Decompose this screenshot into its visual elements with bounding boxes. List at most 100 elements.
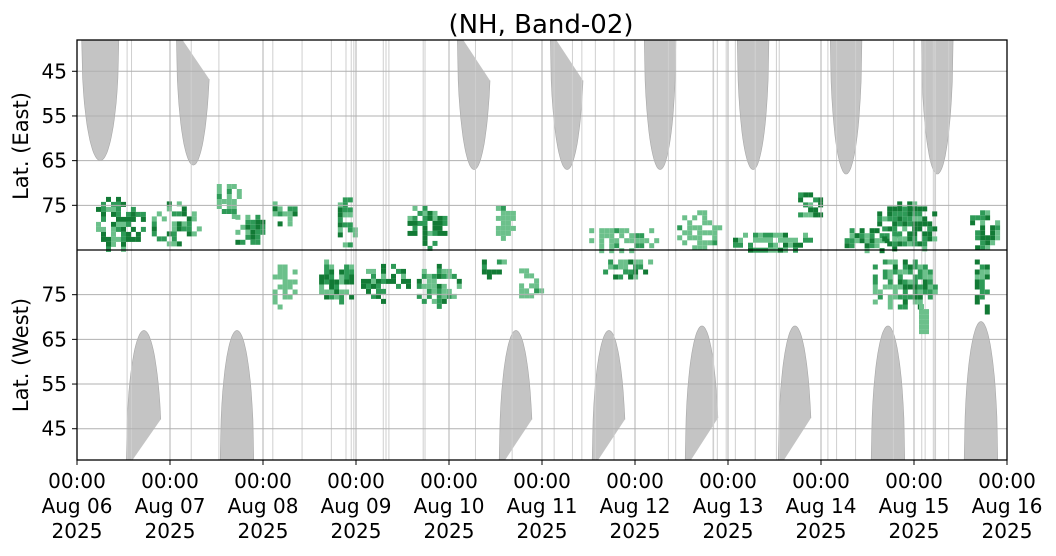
- detection-cell: [519, 268, 525, 274]
- night-mask-east-7: [737, 40, 770, 170]
- detection-cell: [126, 221, 131, 227]
- detection-cell: [111, 221, 116, 227]
- detection-cell: [347, 212, 353, 218]
- detection-cell: [897, 201, 903, 207]
- detection-cell: [702, 210, 708, 216]
- detection-cell: [927, 226, 933, 232]
- detection-cell: [677, 225, 683, 231]
- detection-cell: [692, 215, 698, 221]
- detection-cell: [456, 278, 462, 284]
- detection-cell: [902, 241, 908, 247]
- detection-cell: [907, 264, 913, 270]
- detection-cell: [431, 288, 437, 294]
- detection-cell: [687, 230, 693, 236]
- detection-cell: [495, 230, 501, 236]
- night-mask-east-5: [550, 40, 584, 170]
- detection-cell: [604, 228, 610, 234]
- detection-cell: [366, 268, 371, 274]
- detection-cell: [287, 216, 293, 222]
- detection-cell: [391, 273, 396, 279]
- detection-cell: [361, 278, 366, 284]
- detection-cell: [106, 196, 111, 202]
- detection-cell: [892, 236, 898, 242]
- detection-cell: [628, 274, 634, 280]
- detection-cell: [176, 201, 182, 207]
- detection-cell: [422, 215, 428, 221]
- detection-cell: [927, 236, 933, 242]
- detection-cell: [979, 264, 985, 270]
- detection-cell: [495, 205, 501, 211]
- detection-cell: [985, 210, 991, 216]
- detection-cell: [702, 230, 708, 236]
- detection-cell: [151, 216, 157, 222]
- detection-cell: [803, 212, 809, 218]
- detection-cell: [692, 225, 698, 231]
- detection-cell: [864, 248, 870, 254]
- detection-cell: [329, 294, 335, 300]
- detection-cell: [524, 273, 530, 279]
- detection-cell: [441, 283, 447, 289]
- night-mask-east-1: [176, 40, 210, 166]
- detection-cell: [793, 242, 798, 248]
- detection-cell: [872, 264, 878, 270]
- detection-cell: [221, 199, 227, 204]
- detection-cell: [282, 269, 288, 275]
- detection-cell: [231, 204, 237, 209]
- detection-cell: [980, 240, 986, 246]
- detection-cell: [352, 232, 358, 238]
- detection-cell: [216, 189, 222, 194]
- detection-cell: [974, 269, 980, 275]
- detection-cell: [917, 274, 923, 280]
- detection-cell: [481, 264, 487, 270]
- detection-cell: [644, 238, 650, 244]
- detection-cell: [712, 230, 718, 236]
- detection-cell: [803, 232, 808, 238]
- detection-cell: [763, 232, 768, 238]
- detection-cell: [803, 192, 809, 198]
- detection-cell: [324, 259, 330, 265]
- detection-cell: [437, 215, 443, 221]
- detection-cell: [712, 240, 718, 246]
- detection-cell: [381, 268, 386, 274]
- detection-cell: [436, 293, 442, 299]
- detection-cell: [639, 233, 645, 239]
- detection-cell: [927, 269, 933, 275]
- detection-cell: [995, 235, 1001, 241]
- detection-cell: [432, 215, 438, 221]
- detection-cell: [334, 284, 340, 290]
- detection-cell: [176, 241, 182, 247]
- detection-cell: [849, 243, 855, 249]
- detection-cell: [235, 229, 241, 235]
- detection-cell: [277, 206, 283, 212]
- detection-cell: [347, 222, 353, 228]
- detection-cell: [191, 216, 197, 222]
- detection-cell: [349, 274, 355, 280]
- detection-cell: [897, 236, 903, 242]
- detection-cell: [798, 197, 804, 203]
- detection-cell: [907, 269, 913, 275]
- detection-cell: [887, 294, 893, 300]
- detection-cell: [743, 232, 748, 238]
- detection-cell: [887, 206, 893, 212]
- detection-cell: [245, 234, 251, 240]
- detection-cell: [902, 221, 908, 227]
- detection-cell: [339, 294, 345, 300]
- detection-cell: [599, 228, 605, 234]
- detection-cell: [882, 269, 888, 275]
- detection-cell: [121, 236, 126, 242]
- detection-cell: [985, 235, 991, 241]
- detection-cell: [609, 243, 615, 249]
- detection-cell: [603, 269, 609, 275]
- detection-cell: [391, 278, 396, 284]
- detection-cell: [604, 233, 610, 239]
- detection-cell: [126, 211, 131, 217]
- detection-cell: [613, 264, 619, 270]
- detection-cell: [496, 269, 502, 275]
- detection-cell: [970, 220, 976, 226]
- detection-cell: [349, 279, 355, 285]
- detection-cell: [181, 226, 187, 232]
- detection-cell: [324, 269, 330, 275]
- detection-cell: [396, 283, 401, 289]
- detection-cell: [927, 294, 933, 300]
- detection-cell: [505, 220, 511, 226]
